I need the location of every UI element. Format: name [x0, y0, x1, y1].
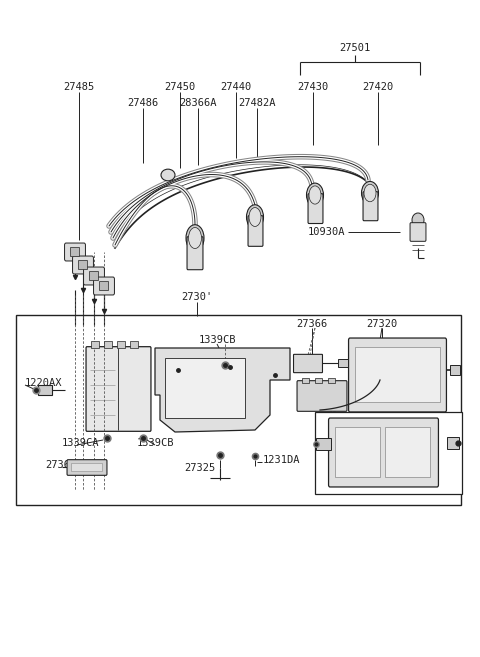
Bar — [165, 358, 245, 418]
FancyBboxPatch shape — [84, 267, 105, 285]
FancyBboxPatch shape — [79, 260, 87, 269]
Ellipse shape — [161, 169, 175, 181]
Bar — [104, 341, 112, 348]
Text: 27366: 27366 — [296, 319, 328, 329]
FancyBboxPatch shape — [86, 347, 151, 431]
Text: 10930A: 10930A — [308, 227, 345, 237]
Text: 27320: 27320 — [366, 319, 397, 329]
FancyBboxPatch shape — [71, 247, 80, 257]
Bar — [315, 412, 462, 494]
FancyBboxPatch shape — [410, 223, 426, 241]
Text: 27368: 27368 — [45, 460, 76, 470]
Text: 1339CA: 1339CA — [62, 438, 99, 448]
Text: 27501: 27501 — [339, 43, 371, 53]
FancyBboxPatch shape — [99, 281, 108, 290]
FancyBboxPatch shape — [297, 380, 347, 411]
Bar — [447, 437, 459, 449]
Bar — [355, 347, 440, 402]
Text: 27482A: 27482A — [238, 98, 276, 108]
Text: 1018AC: 1018AC — [422, 462, 460, 472]
Text: 2730': 2730' — [181, 292, 213, 302]
FancyBboxPatch shape — [72, 463, 103, 472]
FancyBboxPatch shape — [294, 354, 323, 373]
Text: 1140FD: 1140FD — [325, 462, 362, 472]
Bar — [302, 378, 309, 383]
FancyBboxPatch shape — [67, 460, 107, 475]
Bar — [130, 341, 138, 348]
Bar — [335, 427, 380, 477]
Bar — [385, 427, 430, 477]
Text: 27440: 27440 — [220, 82, 252, 92]
Text: 27325: 27325 — [184, 463, 216, 473]
FancyBboxPatch shape — [348, 338, 446, 412]
Bar — [450, 365, 460, 375]
Ellipse shape — [249, 208, 261, 227]
Bar — [315, 378, 322, 383]
FancyBboxPatch shape — [308, 194, 323, 223]
Ellipse shape — [364, 184, 376, 202]
Bar — [338, 359, 348, 367]
FancyBboxPatch shape — [187, 237, 203, 270]
Ellipse shape — [189, 227, 202, 248]
Bar — [117, 341, 125, 348]
FancyBboxPatch shape — [89, 271, 98, 281]
FancyBboxPatch shape — [64, 243, 85, 261]
Text: 28366A: 28366A — [179, 98, 217, 108]
Text: 27430: 27430 — [298, 82, 329, 92]
Ellipse shape — [412, 213, 424, 227]
Text: 27485: 27485 — [63, 82, 95, 92]
Bar — [16, 315, 461, 505]
Ellipse shape — [186, 225, 204, 251]
Text: 1220AX: 1220AX — [25, 378, 62, 388]
FancyBboxPatch shape — [328, 418, 438, 487]
Text: 27486: 27486 — [127, 98, 158, 108]
Text: 27420: 27420 — [362, 82, 394, 92]
Text: 1339CB: 1339CB — [137, 438, 175, 448]
FancyBboxPatch shape — [248, 215, 263, 246]
FancyBboxPatch shape — [363, 192, 378, 221]
Text: 27450: 27450 — [164, 82, 196, 92]
Bar — [328, 378, 335, 383]
Polygon shape — [155, 348, 290, 432]
Ellipse shape — [309, 186, 321, 204]
FancyBboxPatch shape — [72, 256, 94, 274]
Text: 1231DA: 1231DA — [263, 455, 300, 465]
Ellipse shape — [307, 183, 324, 207]
Text: 27360: 27360 — [372, 462, 404, 472]
Bar — [38, 385, 52, 395]
Bar — [316, 438, 331, 450]
Text: 1339CB: 1339CB — [198, 335, 236, 345]
Bar — [91, 341, 99, 348]
Ellipse shape — [361, 181, 379, 204]
FancyBboxPatch shape — [94, 277, 114, 295]
Ellipse shape — [247, 205, 264, 229]
